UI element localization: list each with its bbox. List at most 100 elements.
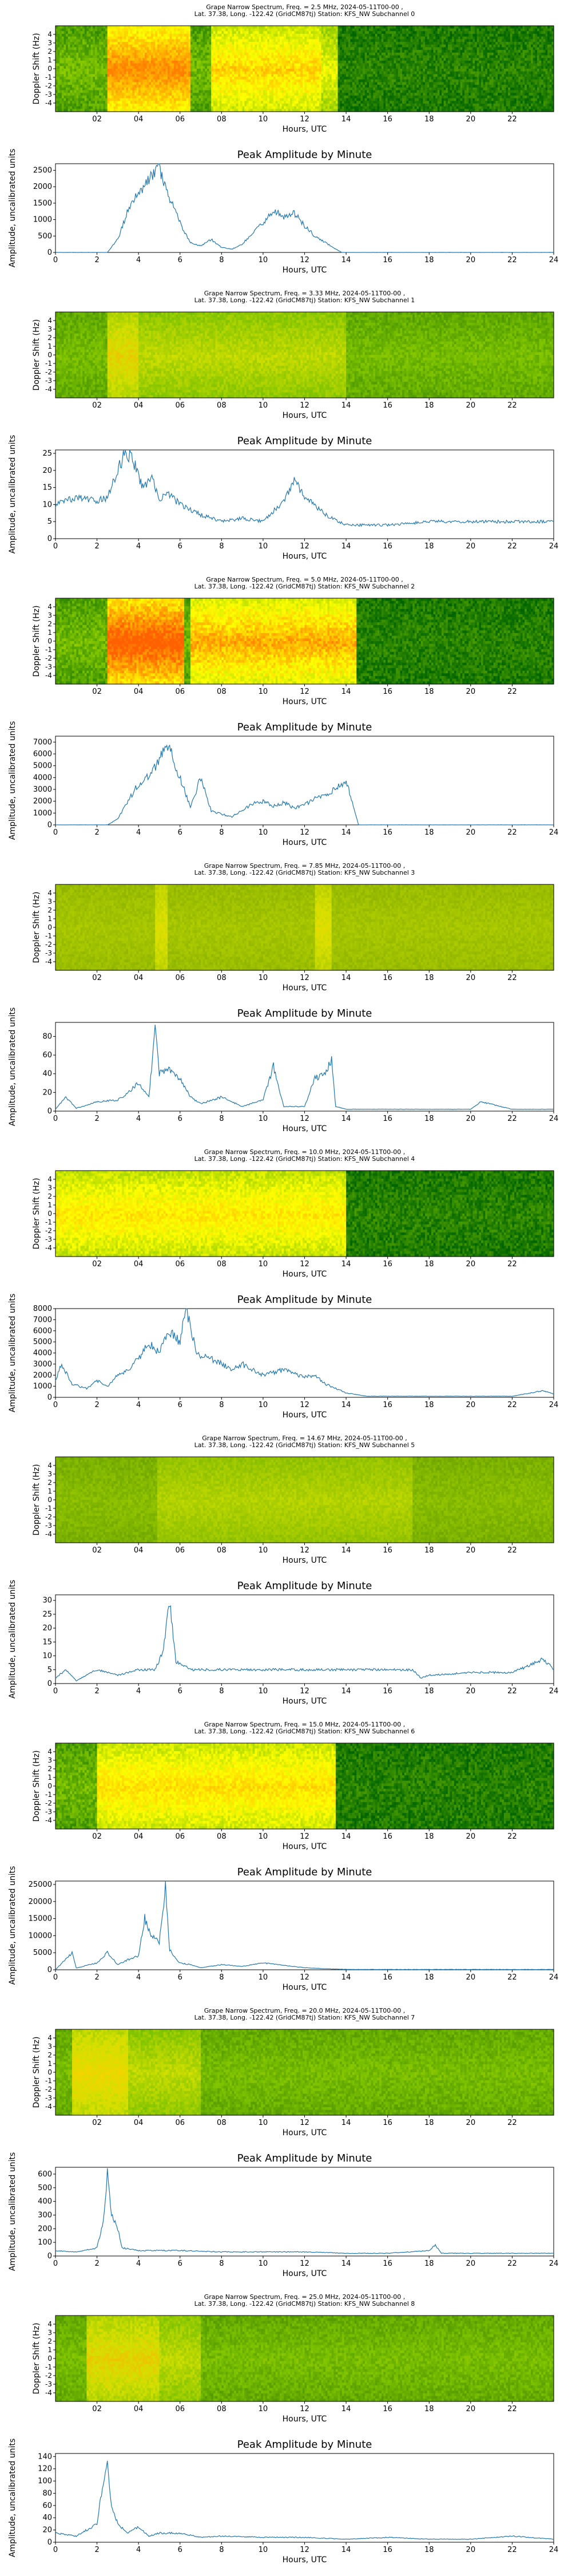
spectrum-cell	[99, 39, 101, 42]
spectrum-cell	[95, 29, 97, 31]
spectrum-cell	[64, 61, 66, 64]
spectrum-cell	[159, 98, 161, 101]
spectrum-cell	[85, 80, 87, 82]
spectrum-cell	[118, 72, 120, 74]
spectrum-cell	[105, 85, 108, 88]
spectrum-cell	[108, 82, 110, 85]
spectrum-cell	[149, 42, 151, 45]
spectrum-cell	[141, 82, 143, 85]
spectrum-cell	[132, 98, 134, 101]
spectrum-cell	[161, 53, 164, 56]
spectrum-cell	[95, 69, 97, 72]
spectrum-cell	[112, 34, 114, 37]
spectrum-cell	[151, 96, 153, 98]
spectrum-cell	[137, 50, 139, 53]
spectrum-cell	[97, 72, 100, 74]
spectrum-cell	[66, 64, 68, 66]
spectrum-cell	[85, 69, 87, 72]
spectrum-cell	[132, 26, 134, 29]
spectrum-cell	[124, 48, 126, 50]
spectrum-cell	[122, 56, 124, 58]
spectrum-cell	[126, 96, 128, 98]
spectrum-cell	[147, 88, 149, 90]
spectrum-cell	[118, 31, 120, 34]
spectrum-cell	[95, 50, 97, 53]
spectrum-cell	[89, 42, 91, 45]
spectrum-cell	[151, 58, 153, 61]
spectrum-cell	[105, 64, 108, 66]
spectrum-cell	[76, 64, 78, 66]
spectrum-cell	[132, 61, 134, 64]
spectrum-cell	[76, 39, 78, 42]
spectrum-cell	[78, 29, 81, 31]
spectrum-cell	[142, 74, 145, 77]
spectrum-cell	[97, 85, 100, 88]
spectrum-cell	[99, 34, 101, 37]
spectrum-cell	[114, 29, 116, 31]
spectrum-cell	[137, 101, 139, 104]
spectrum-cell	[62, 53, 64, 56]
spectrum-cell	[157, 48, 160, 50]
spectrum-cell	[122, 34, 124, 37]
spectrum-cell	[62, 45, 64, 48]
spectrum-cell	[89, 72, 91, 74]
spectrum-cell	[126, 45, 128, 48]
spectrum-cell	[68, 88, 70, 90]
spectrum-cell	[147, 72, 149, 74]
spectrum-cell	[86, 85, 89, 88]
spectrum-cell	[62, 101, 64, 104]
spectrum-cell	[147, 96, 149, 98]
spectrum-cell	[62, 85, 64, 88]
spectrum-cell	[70, 50, 72, 53]
spectrum-cell	[108, 56, 110, 58]
spectrum-cell	[155, 106, 157, 109]
spectrum-cell	[124, 98, 126, 101]
spectrum-cell	[97, 98, 100, 101]
spectrum-cell	[132, 77, 134, 80]
spectrum-cell	[85, 106, 87, 109]
spectrum-cell	[62, 69, 64, 72]
spectrum-cell	[149, 88, 151, 90]
spectrum-cell	[78, 106, 81, 109]
spectrum-cell	[59, 29, 62, 31]
spectrum-cell	[78, 88, 81, 90]
spectrum-cell	[58, 98, 60, 101]
spectrum-cell	[157, 58, 160, 61]
spectrum-cell	[126, 104, 128, 106]
spectrum-cell	[108, 39, 110, 42]
spectrum-cell	[74, 69, 77, 72]
spectrum-cell	[138, 31, 141, 34]
spectrum-cell	[116, 61, 118, 64]
spectrum-cell	[128, 85, 130, 88]
spectrum-cell	[105, 88, 108, 90]
spectrum-cell	[64, 53, 66, 56]
spectrum-cell	[86, 93, 89, 96]
spectrum-cell	[134, 72, 137, 74]
spectrum-cell	[155, 64, 157, 66]
spectrum-cell	[155, 90, 157, 93]
spectrum-cell	[153, 31, 156, 34]
spectrum-cell	[138, 101, 141, 104]
spectrum-cell	[93, 101, 95, 104]
spectrum-cell	[105, 37, 108, 39]
spectrum-cell	[137, 96, 139, 98]
spectrum-cell	[145, 37, 147, 39]
spectrum-cell	[142, 48, 145, 50]
spectrum-cell	[120, 42, 122, 45]
spectrum-cell	[62, 37, 64, 39]
spectrum-cell	[161, 31, 164, 34]
spectrum-cell	[145, 48, 147, 50]
spectrum-cell	[153, 34, 156, 37]
spectrum-cell	[99, 98, 101, 101]
spectrum-cell	[151, 77, 153, 80]
spectrum-cell	[76, 72, 78, 74]
spectrum-cell	[118, 42, 120, 45]
spectrum-cell	[134, 104, 137, 106]
spectrum-cell	[126, 98, 128, 101]
spectrum-cell	[137, 26, 139, 29]
spectrum-cell	[157, 42, 160, 45]
spectrum-cell	[122, 98, 124, 101]
spectrum-cell	[97, 45, 100, 48]
spectrum-cell	[99, 85, 101, 88]
spectrum-cell	[66, 98, 68, 101]
